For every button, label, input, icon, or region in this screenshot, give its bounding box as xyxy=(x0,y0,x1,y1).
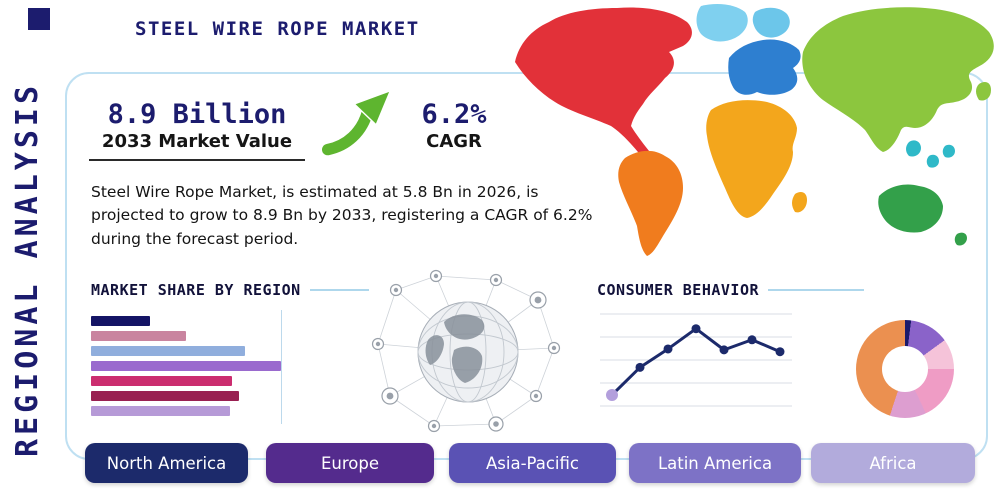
region-button[interactable]: Asia-Pacific xyxy=(449,443,616,483)
market-value-label: 2033 Market Value xyxy=(101,131,293,153)
map-south-america xyxy=(618,150,683,256)
region-button[interactable]: Europe xyxy=(266,443,434,483)
vertical-title: REGIONAL ANALYSIS xyxy=(10,81,45,457)
market-share-title: MARKET SHARE BY REGION xyxy=(91,281,301,299)
network-globe-illustration xyxy=(371,269,561,433)
bar xyxy=(91,331,186,341)
region-button[interactable]: Latin America xyxy=(629,443,801,483)
cagr-label: CAGR xyxy=(426,131,482,153)
map-new-zealand xyxy=(954,232,967,246)
bar xyxy=(91,406,230,416)
network-nodes xyxy=(371,269,561,433)
donut-hole xyxy=(882,346,928,392)
map-australia xyxy=(878,184,943,233)
growth-arrow-icon xyxy=(322,89,392,156)
map-asia xyxy=(802,7,994,152)
globe-landmass xyxy=(425,314,485,383)
market-share-heading: MARKET SHARE BY REGION xyxy=(91,281,369,299)
bar-chart xyxy=(91,310,291,424)
brand-square xyxy=(28,8,50,30)
growth-arrow-head xyxy=(352,89,392,127)
growth-arrow-tail xyxy=(322,105,374,156)
market-value: 8.9 Billion xyxy=(107,99,287,130)
heading-rule xyxy=(768,289,864,291)
bar xyxy=(91,316,150,326)
map-scandinavia xyxy=(752,7,790,38)
heading-rule xyxy=(309,289,369,291)
page-title: STEEL WIRE ROPE MARKET xyxy=(135,18,420,40)
bar-chart-bars xyxy=(91,316,291,416)
bar xyxy=(91,346,245,356)
consumer-behavior-title: CONSUMER BEHAVIOR xyxy=(597,281,760,299)
world-map xyxy=(515,4,994,256)
map-greenland xyxy=(696,4,748,42)
bar xyxy=(91,361,281,371)
line-chart xyxy=(600,313,792,407)
bar xyxy=(91,391,239,401)
map-japan xyxy=(976,82,991,101)
market-value-stat: 8.9 Billion 2033 Market Value xyxy=(89,99,305,162)
map-madagascar xyxy=(792,192,807,213)
description-text: Steel Wire Rope Market, is estimated at … xyxy=(91,183,593,248)
cagr-stat: 6.2% CAGR xyxy=(406,99,502,152)
map-southeast-asia xyxy=(906,140,955,168)
region-button[interactable]: Africa xyxy=(811,443,975,483)
bar-chart-gridline xyxy=(281,310,282,424)
cagr-value: 6.2% xyxy=(421,99,487,130)
map-europe xyxy=(728,39,801,95)
bar xyxy=(91,376,232,386)
map-africa xyxy=(706,100,797,218)
region-button[interactable]: North America xyxy=(85,443,248,483)
map-north-america xyxy=(515,7,692,158)
consumer-behavior-heading: CONSUMER BEHAVIOR xyxy=(597,281,864,299)
donut-chart xyxy=(856,320,954,418)
